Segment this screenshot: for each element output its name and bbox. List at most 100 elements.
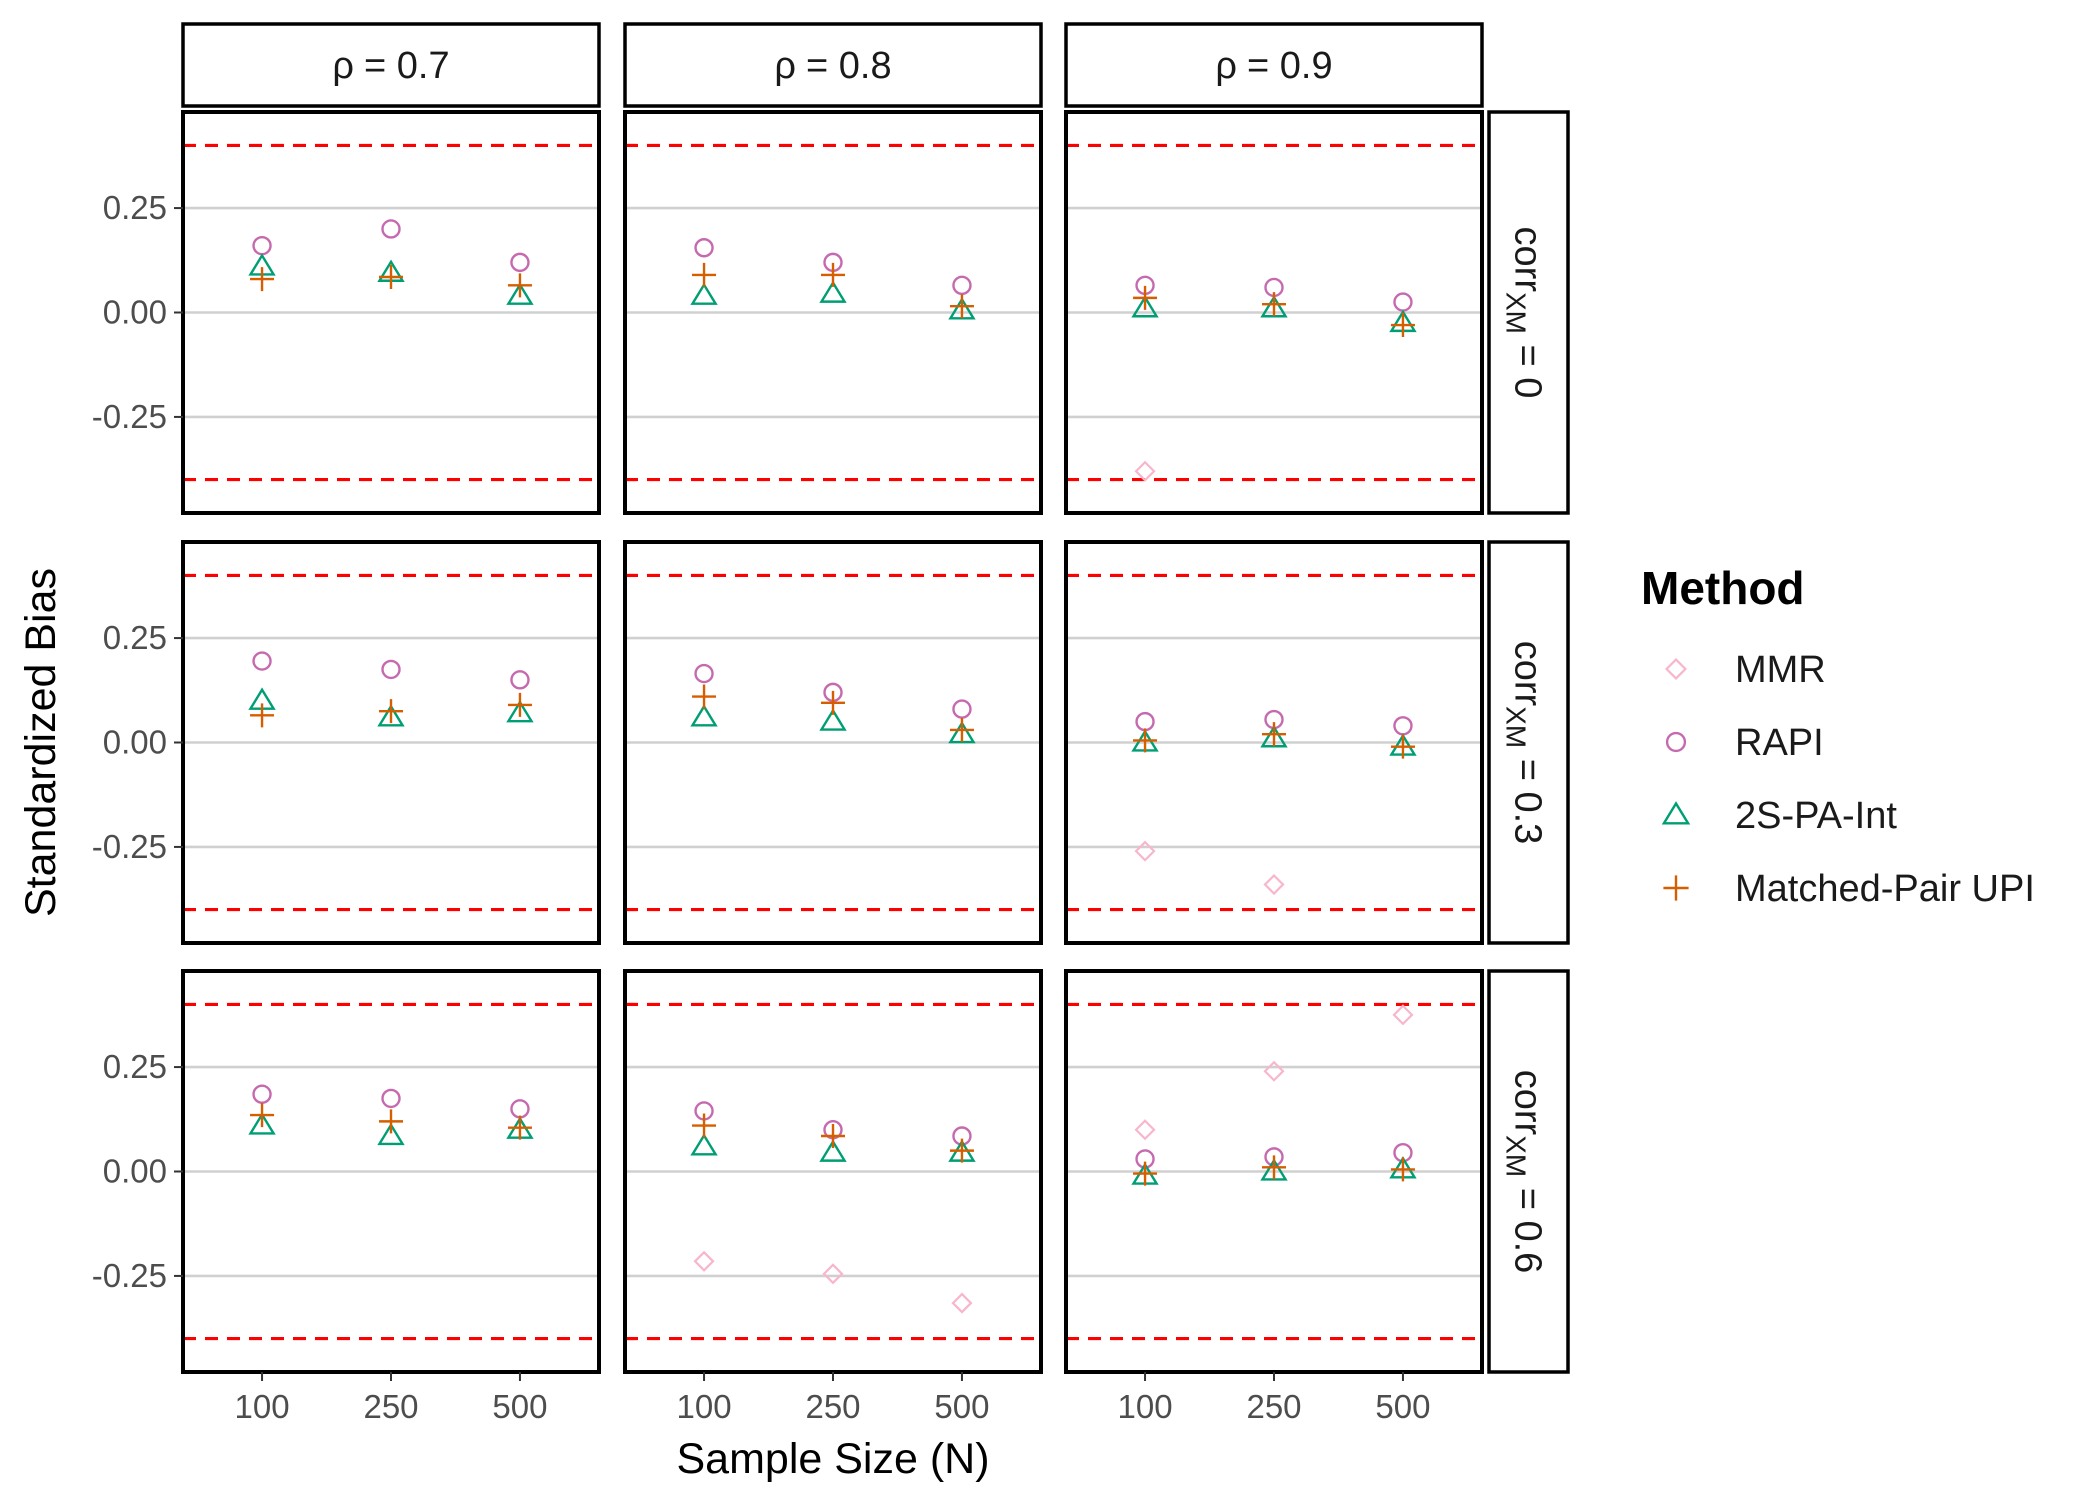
x-tick-label: 500	[492, 1388, 547, 1425]
y-tick-label: 0.25	[103, 619, 167, 656]
legend-label: RAPI	[1735, 722, 1824, 764]
row-strip-value: = 0	[1507, 334, 1549, 398]
panel	[1064, 540, 1484, 945]
data-point-mmr	[1263, 873, 1285, 896]
data-point-2s-pa-int	[377, 704, 405, 727]
legend-key-plus-icon	[1663, 875, 1689, 901]
data-point-matched-pair-upi	[379, 264, 403, 289]
column-strip-label: ρ = 0.7	[332, 45, 449, 87]
panel-border	[623, 110, 1043, 515]
data-point-2s-pa-int	[377, 1122, 405, 1146]
legend-key-circle-icon	[1665, 731, 1687, 753]
data-point-2s-pa-int	[819, 708, 847, 731]
data-point-2s-pa-int	[948, 297, 976, 320]
data-point-matched-pair-upi	[1390, 734, 1415, 759]
row-strip-subscript: XM	[1501, 1135, 1532, 1177]
row-strip-value: = 0.3	[1507, 748, 1549, 844]
row-strip: corrXM = 0.3	[1487, 540, 1570, 945]
panel	[1064, 110, 1484, 515]
data-point-mmr	[1263, 1060, 1285, 1082]
panel	[623, 540, 1043, 945]
data-point-matched-pair-upi	[1390, 1157, 1415, 1182]
data-point-matched-pair-upi	[821, 690, 845, 715]
panel	[181, 540, 601, 945]
data-point-matched-pair-upi	[821, 262, 845, 287]
y-tick-label: -0.25	[92, 1257, 167, 1294]
data-point-matched-pair-upi	[949, 294, 974, 319]
data-point-rapi	[510, 252, 530, 273]
data-point-matched-pair-upi	[949, 717, 974, 742]
legend-entry: 2S-PA-Int	[1661, 795, 1897, 837]
data-point-2s-pa-int	[1131, 295, 1159, 318]
column-strip: ρ = 0.9	[1064, 22, 1484, 108]
row-strip-box	[1487, 540, 1570, 945]
row-strip-base: corr	[1507, 641, 1549, 707]
data-point-mmr	[1134, 840, 1156, 862]
data-point-2s-pa-int	[1260, 1158, 1288, 1181]
x-tick-label: 100	[677, 1388, 732, 1425]
row-strip-base: corr	[1507, 1070, 1549, 1136]
data-point-mmr	[1134, 460, 1156, 482]
data-point-matched-pair-upi	[507, 692, 532, 717]
column-strip-value: = 0.8	[806, 45, 892, 87]
column-strip: ρ = 0.8	[623, 22, 1043, 108]
row-strip-label: corrXM = 0.6	[1501, 1070, 1549, 1274]
data-point-matched-pair-upi	[692, 262, 717, 287]
legend-label: 2S-PA-Int	[1735, 795, 1897, 837]
column-strip-label: ρ = 0.8	[774, 45, 891, 87]
column-strip-box	[1064, 22, 1484, 108]
row-strip-box	[1487, 110, 1570, 515]
x-tick-label: 100	[1118, 1388, 1173, 1425]
data-point-2s-pa-int	[948, 720, 976, 744]
panel-border	[1064, 110, 1484, 515]
panel-border	[1064, 540, 1484, 945]
data-point-matched-pair-upi	[379, 699, 403, 724]
column-strip-label: ρ = 0.9	[1215, 45, 1332, 87]
column-strip-symbol: ρ	[332, 45, 354, 87]
panel	[181, 110, 601, 515]
data-point-2s-pa-int	[1260, 295, 1288, 318]
data-point-2s-pa-int	[1260, 725, 1288, 748]
column-strip-box	[623, 22, 1043, 108]
y-tick-label: -0.25	[92, 398, 167, 435]
x-axis-title: Sample Size (N)	[676, 1435, 989, 1483]
row-strip-base: corr	[1507, 227, 1549, 293]
x-tick-label: 500	[934, 1388, 989, 1425]
data-point-matched-pair-upi	[1262, 722, 1286, 747]
data-point-matched-pair-upi	[821, 1123, 845, 1148]
data-point-2s-pa-int	[690, 704, 718, 727]
data-point-2s-pa-int	[690, 282, 718, 305]
row-strip-value: = 0.6	[1507, 1177, 1549, 1273]
x-tick-label: 250	[1246, 1388, 1301, 1425]
data-point-matched-pair-upi	[1133, 285, 1158, 310]
row-strip: corrXM = 0.6	[1487, 969, 1570, 1374]
column-strip-symbol: ρ	[774, 45, 796, 87]
data-point-matched-pair-upi	[1262, 292, 1286, 317]
y-axis-title: Standardized Bias	[17, 568, 65, 917]
data-point-2s-pa-int	[690, 1133, 718, 1156]
data-point-mmr	[951, 1292, 973, 1314]
data-point-mmr	[822, 1263, 844, 1285]
data-point-matched-pair-upi	[250, 1103, 275, 1128]
legend-entry: MMR	[1664, 649, 1826, 691]
column-strip-value: = 0.9	[1247, 45, 1333, 87]
y-tick-label: 0.25	[103, 1048, 167, 1085]
panel	[623, 110, 1043, 515]
data-point-2s-pa-int	[248, 1112, 276, 1135]
data-point-matched-pair-upi	[949, 1138, 974, 1163]
column-strip-box	[181, 22, 601, 108]
legend-title: Method	[1641, 562, 1805, 614]
data-point-matched-pair-upi	[507, 273, 532, 298]
row-strip-subscript: XM	[1501, 706, 1532, 748]
data-point-matched-pair-upi	[1133, 728, 1158, 753]
data-point-mmr	[1392, 1004, 1414, 1026]
panel-border	[623, 540, 1043, 945]
data-point-rapi	[952, 275, 972, 296]
data-point-rapi	[381, 219, 401, 239]
panel	[1064, 969, 1484, 1374]
data-point-rapi	[381, 659, 401, 680]
panel	[181, 969, 601, 1374]
data-point-matched-pair-upi	[250, 267, 275, 292]
row-strip: corrXM = 0	[1487, 110, 1570, 515]
